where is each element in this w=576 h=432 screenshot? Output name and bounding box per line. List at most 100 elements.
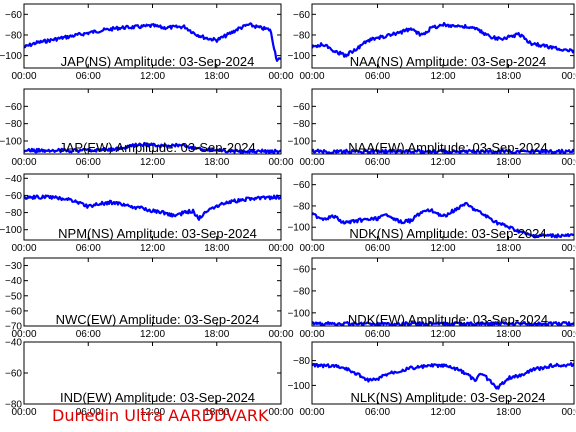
series-trace-9-0 xyxy=(312,362,574,390)
x-tick-label: 06:00 xyxy=(76,71,101,82)
x-tick-label: 00:00 xyxy=(268,157,293,168)
panel-5: 00:00 06:00 12:00 18:00 00:00 −100 −80 −60 NDK(N… xyxy=(287,173,576,254)
x-tick-label: 00:00 xyxy=(561,329,576,340)
x-tick-label: 06:00 xyxy=(76,407,101,418)
y-tick-label: −60 xyxy=(293,180,310,191)
panel-title: NPM(NS) Amplitude: 03-Sep-2024 xyxy=(58,226,257,241)
y-tick-label: −100 xyxy=(0,137,22,148)
x-tick-label: 06:00 xyxy=(365,157,390,168)
panel-title: JAP(EW) Amplitude: 03-Sep-2024 xyxy=(59,140,256,155)
series-trace-0-0 xyxy=(24,22,281,62)
panel-title: JAP(NS) Amplitude: 03-Sep-2024 xyxy=(61,54,255,69)
x-tick-label: 12:00 xyxy=(430,407,455,418)
panel-title: NAA(EW) Amplitude: 03-Sep-2024 xyxy=(348,140,547,155)
panel-0: 00:00 06:00 12:00 18:00 00:00 −100 −80 −60 JAP(N… xyxy=(0,3,294,82)
y-tick-label: −80 xyxy=(293,286,310,297)
y-tick-label: −60 xyxy=(5,306,22,317)
series-trace-3-0 xyxy=(312,148,574,154)
y-tick-label: −80 xyxy=(5,208,22,219)
y-tick-label: −40 xyxy=(5,338,22,349)
y-tick-label: −80 xyxy=(5,30,22,41)
x-tick-label: 00:00 xyxy=(561,157,576,168)
x-tick-label: 06:00 xyxy=(76,329,101,340)
x-tick-label: 18:00 xyxy=(496,157,521,168)
panel-title: NDK(EW) Amplitude: 03-Sep-2024 xyxy=(348,312,548,327)
x-tick-label: 00:00 xyxy=(561,243,576,254)
y-tick-label: −50 xyxy=(5,291,22,302)
x-tick-label: 06:00 xyxy=(76,157,101,168)
panel-3: 00:00 06:00 12:00 18:00 00:00 −100 −80 −60 NAA(E… xyxy=(287,88,576,168)
x-tick-label: 12:00 xyxy=(140,71,165,82)
x-tick-label: 18:00 xyxy=(496,243,521,254)
y-tick-label: −80 xyxy=(293,201,310,212)
y-tick-label: −60 xyxy=(5,191,22,202)
x-tick-label: 00:00 xyxy=(11,157,36,168)
y-tick-label: −60 xyxy=(5,102,22,113)
x-tick-label: 18:00 xyxy=(204,157,229,168)
panel-title: NDK(NS) Amplitude: 03-Sep-2024 xyxy=(349,226,546,241)
x-tick-label: 00:00 xyxy=(268,243,293,254)
y-tick-label: −100 xyxy=(0,225,22,236)
x-tick-label: 06:00 xyxy=(365,71,390,82)
x-tick-label: 06:00 xyxy=(76,243,101,254)
y-tick-label: −100 xyxy=(287,308,310,319)
x-tick-label: 12:00 xyxy=(140,243,165,254)
y-tick-label: −100 xyxy=(0,51,22,62)
panel-title: IND(EW) Amplitude: 03-Sep-2024 xyxy=(60,390,255,405)
y-tick-label: −60 xyxy=(293,264,310,275)
x-tick-label: 12:00 xyxy=(430,157,455,168)
x-tick-label: 00:00 xyxy=(268,407,293,418)
x-tick-label: 12:00 xyxy=(140,157,165,168)
x-tick-label: 18:00 xyxy=(204,329,229,340)
x-tick-label: 06:00 xyxy=(365,329,390,340)
y-tick-label: −80 xyxy=(5,400,22,411)
x-tick-label: 06:00 xyxy=(365,407,390,418)
x-tick-label: 12:00 xyxy=(140,329,165,340)
panel-7: 00:00 06:00 12:00 18:00 00:00 −100 −80 −60 NDK(E… xyxy=(287,257,576,340)
x-tick-label: 00:00 xyxy=(299,157,324,168)
y-tick-label: −80 xyxy=(5,119,22,130)
y-tick-label: −80 xyxy=(293,119,310,130)
x-tick-label: 00:00 xyxy=(11,407,36,418)
x-tick-label: 12:00 xyxy=(430,329,455,340)
y-tick-label: −60 xyxy=(5,369,22,380)
series-trace-2-0 xyxy=(24,141,281,154)
x-tick-label: 00:00 xyxy=(11,71,36,82)
y-tick-label: −30 xyxy=(5,261,22,272)
panel-4: 00:00 06:00 12:00 18:00 00:00 −100 −80 −60 −40 NP… xyxy=(0,173,294,254)
series-trace-1-0 xyxy=(312,21,574,58)
series-trace-4-0 xyxy=(24,194,281,221)
panel-6: 00:00 06:00 12:00 18:00 00:00−70−60−50−40−30… xyxy=(5,257,294,340)
x-tick-label: 00:00 xyxy=(299,329,324,340)
panel-title: NWC(EW) Amplitude: 03-Sep-2024 xyxy=(56,312,260,327)
y-tick-label: −80 xyxy=(293,356,310,367)
y-tick-label: −100 xyxy=(287,223,310,234)
series-trace-5-0 xyxy=(312,201,574,239)
x-tick-label: 12:00 xyxy=(140,407,165,418)
y-tick-label: −80 xyxy=(293,30,310,41)
x-tick-label: 00:00 xyxy=(268,329,293,340)
panel-9: 00:00 06:00 12:00 18:00 00:00 −100 −80 NLK(NS) … xyxy=(287,341,576,418)
x-tick-label: 00:00 xyxy=(11,243,36,254)
panel-title: NLK(NS) Amplitude: 03-Sep-2024 xyxy=(350,390,545,405)
x-tick-label: 18:00 xyxy=(204,243,229,254)
x-tick-label: 18:00 xyxy=(204,407,229,418)
x-tick-label: 00:00 xyxy=(299,243,324,254)
x-tick-label: 18:00 xyxy=(496,329,521,340)
footer-label: Dunedin Ultra AARDDVARK xyxy=(52,406,269,425)
x-tick-label: 18:00 xyxy=(496,71,521,82)
x-tick-label: 00:00 xyxy=(299,407,324,418)
x-tick-label: 12:00 xyxy=(430,71,455,82)
y-tick-label: −70 xyxy=(5,322,22,333)
x-tick-label: 12:00 xyxy=(430,243,455,254)
y-tick-label: −100 xyxy=(287,381,310,392)
x-tick-label: 18:00 xyxy=(204,71,229,82)
y-tick-label: −60 xyxy=(5,10,22,21)
panel-title: NAA(NS) Amplitude: 03-Sep-2024 xyxy=(350,54,547,69)
x-tick-label: 18:00 xyxy=(496,407,521,418)
x-tick-label: 00:00 xyxy=(268,71,293,82)
y-tick-label: −60 xyxy=(293,10,310,21)
x-tick-label: 06:00 xyxy=(365,243,390,254)
panel-1: 00:00 06:00 12:00 18:00 00:00 −100 −80 −60 NAA(N… xyxy=(287,3,576,82)
